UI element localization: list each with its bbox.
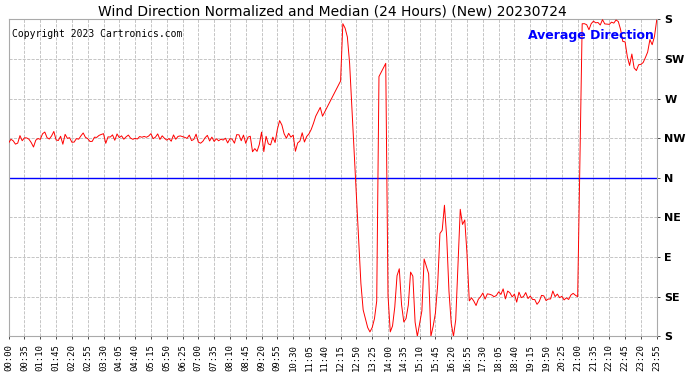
Title: Wind Direction Normalized and Median (24 Hours) (New) 20230724: Wind Direction Normalized and Median (24…	[98, 4, 567, 18]
Text: Copyright 2023 Cartronics.com: Copyright 2023 Cartronics.com	[12, 29, 182, 39]
Text: Average Direction: Average Direction	[528, 29, 653, 42]
